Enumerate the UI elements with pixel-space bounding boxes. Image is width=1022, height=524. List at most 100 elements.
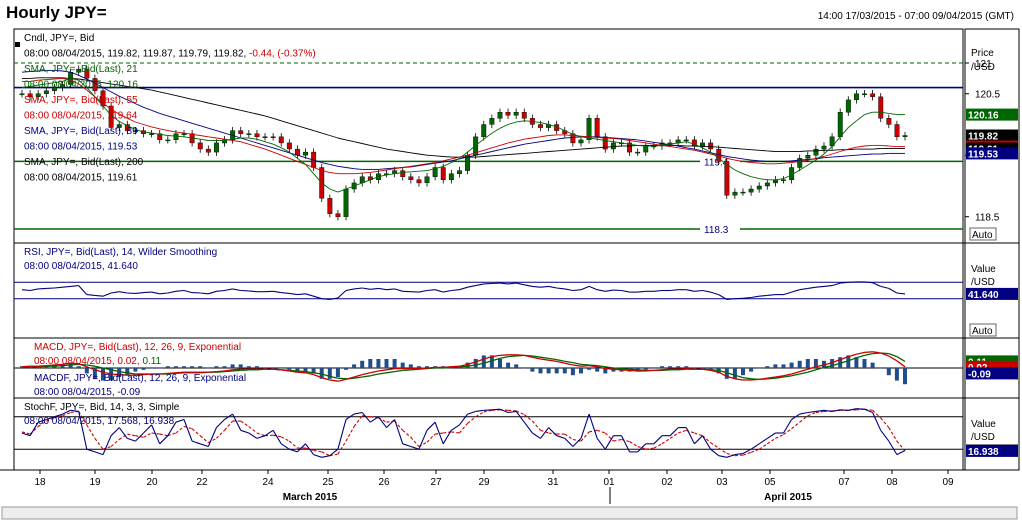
candle-body [740, 191, 746, 194]
stoch-d-line-segment [451, 431, 460, 434]
sma21-line-segment [759, 178, 768, 181]
macd-line-segment [661, 368, 671, 371]
sma21-line-segment [597, 138, 606, 141]
rsi-line-segment [94, 294, 104, 297]
macd-line-segment [548, 359, 557, 363]
macd-line-segment [475, 358, 485, 363]
stoch-d-line-segment [694, 432, 703, 437]
price-auto-button [969, 227, 997, 241]
sma55-line-segment [192, 133, 201, 136]
macd-signal-line-segment [127, 372, 136, 375]
sma200-line-segment [354, 141, 363, 144]
sma21-line-segment [823, 146, 833, 155]
sma55-line-segment [329, 171, 338, 175]
stoch-d-line-segment [467, 416, 477, 424]
sma21-line-segment [864, 111, 873, 116]
sma55-line-segment [540, 135, 549, 138]
candle-body [278, 136, 284, 144]
stoch-k-line-segment [694, 435, 703, 445]
stoch-k-line-segment [434, 422, 444, 444]
stoch-d-line-segment [637, 445, 646, 450]
sma21-line-segment [726, 164, 736, 171]
macd-hist-bar [489, 355, 494, 368]
x-day-label: 05 [764, 477, 776, 488]
x-day-label: 20 [146, 477, 158, 488]
macd-hist-bar [141, 368, 146, 370]
sma55-line-segment [127, 117, 136, 123]
rsi-line-segment [524, 284, 533, 287]
macd-signal-line-segment [110, 369, 120, 373]
stoch-d-line-segment [515, 410, 525, 416]
macd-signal-line-segment [823, 364, 833, 369]
macd-line-segment [848, 353, 857, 358]
macd-hist-bar [133, 368, 138, 372]
rsi-line-segment [516, 282, 525, 286]
macd-hist-bar [643, 368, 648, 370]
sma55-line-segment [823, 153, 833, 157]
stoch-d-line-segment [37, 420, 47, 427]
rsi-line-segment [281, 292, 290, 294]
macd-signal-line-segment [783, 375, 792, 378]
rsi-line-segment [799, 287, 808, 291]
sma200-line-segment [200, 100, 209, 104]
stoch-k-line-segment [394, 419, 404, 444]
macd-line-segment [839, 355, 849, 361]
macd-signal-line-segment [799, 371, 808, 375]
macd-signal-line-segment [378, 372, 387, 375]
stoch-d-line-segment [710, 442, 720, 449]
candle-body [902, 135, 908, 137]
sma200-line-segment [281, 120, 290, 124]
stoch-k-line-segment [548, 427, 558, 437]
candle-body [683, 139, 689, 142]
macd-signal-line-segment [86, 364, 95, 367]
rsi-line-segment [467, 285, 476, 288]
macd-hist-bar [344, 368, 348, 370]
macd-line-segment [208, 370, 217, 373]
candle-body [149, 133, 155, 135]
stoch-k-line-segment [483, 409, 492, 411]
sma55-line-segment [200, 135, 209, 138]
rsi-line-segment [880, 285, 889, 289]
stoch-d-line-segment [175, 426, 185, 434]
candle-body [19, 93, 25, 95]
macd-signal-line-segment [370, 373, 379, 377]
rsi-line-segment [742, 296, 752, 299]
sma55-line-segment [637, 141, 646, 144]
x-month-label: April 2015 [764, 492, 812, 503]
macd-signal-line-segment [224, 370, 233, 373]
sma55-line-segment [491, 144, 501, 149]
sma89-line-segment [848, 154, 857, 157]
bottom-scrollbar [1, 506, 1018, 520]
macd-signal-line-segment [540, 356, 549, 360]
stoch-k-line-segment [377, 416, 387, 428]
macd-line-segment [556, 360, 565, 364]
macd-line-segment [281, 369, 290, 372]
macd-signal-line-segment [791, 373, 800, 377]
macd-line-segment [216, 370, 225, 373]
sma200-line-segment [589, 147, 598, 149]
x-day-label: 22 [196, 477, 208, 488]
sma21-line-segment [507, 121, 517, 125]
sma21-line-segment [30, 84, 39, 87]
stoch-k-line-segment [86, 448, 96, 453]
macd-line-segment [119, 373, 128, 376]
macd-signal-line-segment [831, 362, 841, 367]
rsi-line-segment [580, 285, 590, 291]
macd-signal-line-segment [313, 372, 322, 375]
macd-hist-bar [854, 357, 859, 368]
rsi-line-segment [345, 288, 355, 292]
rsi-line-segment [791, 289, 800, 293]
sma55-line-segment [726, 157, 735, 161]
macd-line-segment [831, 358, 841, 364]
stoch-k-line-segment [710, 448, 720, 457]
rsi-line-segment [572, 289, 582, 292]
sma200-line-segment [556, 149, 565, 152]
stoch-k-line-segment [499, 408, 509, 414]
rsi-line-segment [273, 290, 282, 294]
sma21-line-segment [848, 120, 857, 128]
stoch-k-line-segment [896, 450, 906, 456]
price-legend-line: Cndl, JPY=, Bid [24, 33, 94, 44]
sma21-line-segment [78, 79, 88, 88]
sma200-line-segment [726, 147, 735, 149]
